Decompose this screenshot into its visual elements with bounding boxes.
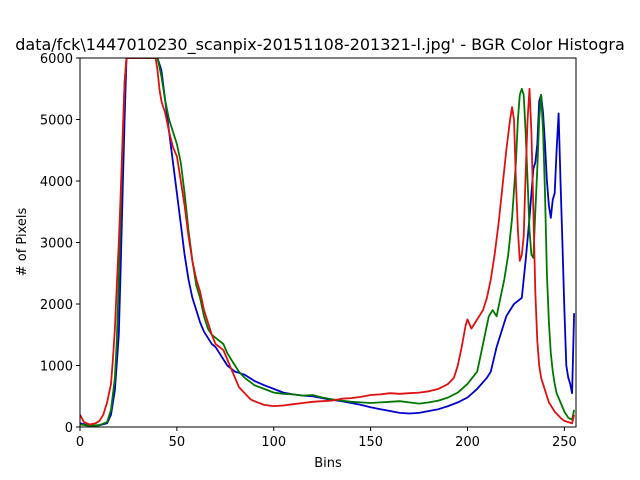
series-line-1 [80, 58, 575, 427]
y-tick-label: 5000 [40, 114, 73, 129]
y-tick-label: 2000 [40, 298, 73, 313]
y-axis-label: # of Pixels [15, 208, 30, 277]
x-tick-label: 200 [455, 435, 480, 450]
series-layer [80, 58, 575, 427]
y-tick-label: 4000 [40, 175, 73, 190]
y-axis: 0 1000 2000 3000 4000 5000 6000 [40, 52, 80, 436]
x-axis-label: Bins [314, 456, 342, 471]
y-tick-label: 1000 [40, 360, 73, 375]
x-tick-label: 150 [358, 435, 383, 450]
y-tick-label: 0 [65, 421, 73, 436]
x-tick-label: 50 [169, 435, 186, 450]
x-tick-label: 250 [552, 435, 577, 450]
y-tick-label: 3000 [40, 237, 73, 252]
x-axis: 0 50 100 150 200 250 [76, 427, 577, 450]
y-tick-label: 6000 [40, 52, 73, 67]
series-line-2 [80, 58, 575, 426]
chart-title: data/fck\1447010230_scanpix-20151108-201… [15, 35, 625, 55]
x-tick-label: 100 [261, 435, 286, 450]
x-tick-label: 0 [76, 435, 84, 450]
